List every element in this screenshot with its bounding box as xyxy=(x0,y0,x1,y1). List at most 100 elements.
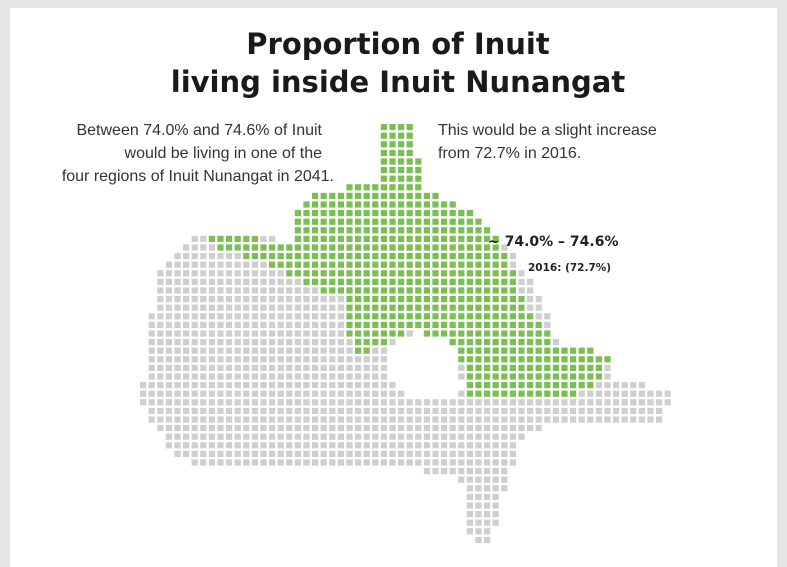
land-dot xyxy=(277,356,284,363)
nunangat-dot xyxy=(501,261,508,268)
land-dot xyxy=(183,347,190,354)
land-dot xyxy=(398,399,405,406)
nunangat-dot xyxy=(303,244,310,251)
land-dot xyxy=(329,296,336,303)
nunangat-dot xyxy=(552,390,559,397)
land-dot xyxy=(320,313,327,320)
nunangat-dot xyxy=(415,321,422,328)
land-dot xyxy=(234,356,241,363)
nunangat-dot xyxy=(441,261,448,268)
land-dot xyxy=(509,450,516,457)
land-dot xyxy=(243,433,250,440)
land-dot xyxy=(294,450,301,457)
land-dot xyxy=(183,270,190,277)
land-dot xyxy=(484,528,491,535)
land-dot xyxy=(200,399,207,406)
nunangat-dot xyxy=(475,235,482,242)
land-dot xyxy=(269,235,276,242)
land-dot xyxy=(423,459,430,466)
nunangat-dot xyxy=(501,253,508,260)
nunangat-dot xyxy=(501,270,508,277)
land-dot xyxy=(363,382,370,389)
land-dot xyxy=(475,528,482,535)
nunangat-dot xyxy=(475,227,482,234)
land-dot xyxy=(269,442,276,449)
nunangat-dot xyxy=(449,313,456,320)
land-dot xyxy=(303,390,310,397)
land-dot xyxy=(329,390,336,397)
land-dot xyxy=(329,364,336,371)
land-dot xyxy=(251,416,258,423)
nunangat-dot xyxy=(509,287,516,294)
land-dot xyxy=(251,407,258,414)
nunangat-dot xyxy=(372,192,379,199)
land-dot xyxy=(226,321,233,328)
land-dot xyxy=(226,450,233,457)
land-dot xyxy=(251,373,258,380)
land-dot xyxy=(183,416,190,423)
land-dot xyxy=(208,416,215,423)
nunangat-dot xyxy=(329,210,336,217)
land-dot xyxy=(363,459,370,466)
nunangat-dot xyxy=(303,218,310,225)
land-dot xyxy=(475,493,482,500)
nunangat-dot xyxy=(320,227,327,234)
nunangat-dot xyxy=(561,347,568,354)
nunangat-dot xyxy=(355,218,362,225)
nunangat-dot xyxy=(217,244,224,251)
land-dot xyxy=(260,313,267,320)
land-dot xyxy=(226,442,233,449)
land-dot xyxy=(312,364,319,371)
title-line: living inside Inuit Nunangat xyxy=(171,65,626,99)
nunangat-dot xyxy=(466,373,473,380)
nunangat-dot xyxy=(380,304,387,311)
land-dot xyxy=(312,287,319,294)
land-dot xyxy=(251,287,258,294)
land-dot xyxy=(260,261,267,268)
land-dot xyxy=(200,235,207,242)
land-dot xyxy=(303,382,310,389)
land-dot xyxy=(329,450,336,457)
land-dot xyxy=(226,459,233,466)
nunangat-dot xyxy=(380,330,387,337)
land-dot xyxy=(432,468,439,475)
nunangat-dot xyxy=(406,210,413,217)
land-dot xyxy=(260,347,267,354)
nunangat-dot xyxy=(432,287,439,294)
land-dot xyxy=(527,304,534,311)
land-dot xyxy=(148,313,155,320)
land-dot xyxy=(217,433,224,440)
nunangat-dot xyxy=(312,261,319,268)
land-dot xyxy=(251,270,258,277)
land-dot xyxy=(656,407,663,414)
nunangat-dot xyxy=(277,244,284,251)
nunangat-dot xyxy=(398,313,405,320)
land-dot xyxy=(458,433,465,440)
land-dot xyxy=(191,253,198,260)
land-dot xyxy=(423,450,430,457)
land-dot xyxy=(492,493,499,500)
nunangat-dot xyxy=(355,192,362,199)
nunangat-dot xyxy=(441,210,448,217)
land-dot xyxy=(372,382,379,389)
land-dot xyxy=(191,373,198,380)
land-dot xyxy=(243,330,250,337)
land-dot xyxy=(208,373,215,380)
land-dot xyxy=(561,399,568,406)
left-note-line: four regions of Inuit Nunangat in 2041. xyxy=(62,168,334,185)
nunangat-dot xyxy=(432,304,439,311)
nunangat-dot xyxy=(492,244,499,251)
land-dot xyxy=(217,382,224,389)
nunangat-dot xyxy=(260,253,267,260)
land-dot xyxy=(200,270,207,277)
land-dot xyxy=(277,399,284,406)
land-dot xyxy=(157,304,164,311)
nunangat-dot xyxy=(466,321,473,328)
land-dot xyxy=(174,321,181,328)
land-dot xyxy=(226,253,233,260)
land-dot xyxy=(501,399,508,406)
land-dot xyxy=(174,425,181,432)
nunangat-dot xyxy=(329,235,336,242)
land-dot xyxy=(509,416,516,423)
